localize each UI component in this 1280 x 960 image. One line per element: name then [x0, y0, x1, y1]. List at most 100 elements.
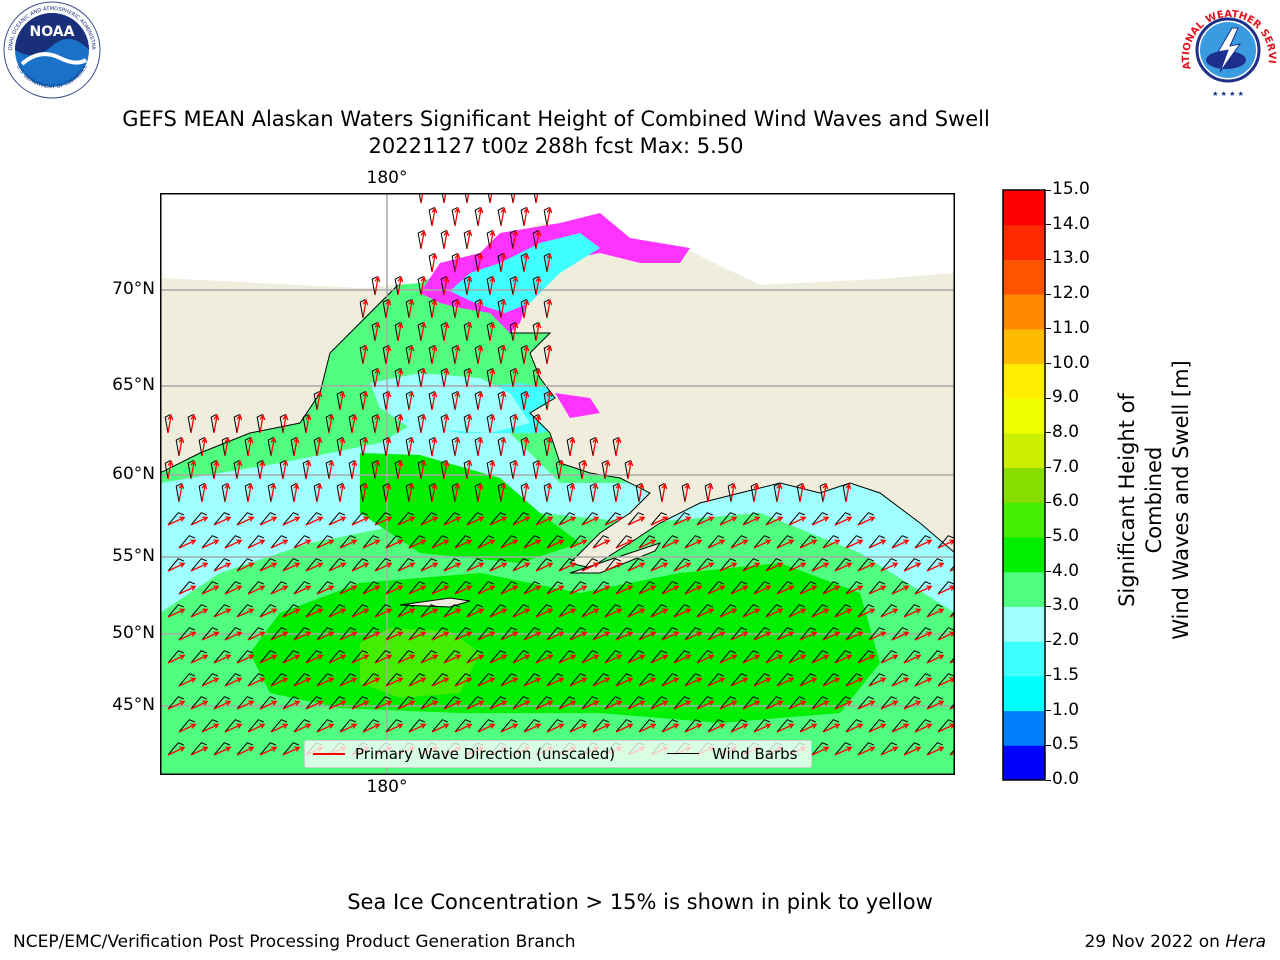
- wind-barb: [293, 719, 310, 733]
- wind-barb: [627, 558, 644, 572]
- wave-arrow: [535, 608, 554, 618]
- wave-arrow: [420, 516, 439, 526]
- wave-arrow: [328, 654, 347, 664]
- wind-barb: [796, 482, 803, 503]
- wind-barb: [339, 719, 356, 733]
- wind-barb: [512, 650, 529, 664]
- wave-arrow: [259, 562, 278, 572]
- wave-arrow: [811, 700, 830, 710]
- lat-label-50: 50°N: [112, 623, 155, 643]
- colorbar-segment: [1003, 675, 1045, 712]
- map-legend: Primary Wave Direction (unscaled) Wind B…: [304, 740, 812, 768]
- wave-arrow: [270, 585, 289, 595]
- wave-arrow: [477, 206, 484, 227]
- wave-arrow: [190, 413, 197, 434]
- wind-barb: [558, 604, 575, 618]
- wave-arrow: [523, 677, 542, 687]
- wave-arrow: [477, 723, 496, 733]
- wind-barb: [627, 650, 644, 664]
- wind-barb: [627, 696, 644, 710]
- wind-barb: [167, 650, 184, 664]
- wind-barb: [773, 482, 780, 503]
- wind-barb: [509, 459, 516, 480]
- wind-barb: [684, 627, 701, 641]
- wave-arrow: [719, 654, 738, 664]
- wind-barb: [290, 482, 297, 503]
- wave-arrow: [443, 367, 450, 388]
- wind-barb: [509, 413, 516, 434]
- wave-arrow: [397, 321, 404, 342]
- wind-barb: [742, 558, 759, 572]
- wave-arrow: [489, 516, 508, 526]
- wave-arrow: [420, 654, 439, 664]
- wave-arrow: [673, 700, 692, 710]
- wave-arrow: [477, 390, 484, 411]
- wind-barb: [247, 627, 264, 641]
- wave-arrow: [293, 677, 312, 687]
- wind-barb: [673, 558, 690, 572]
- wind-barb: [914, 627, 931, 641]
- wave-arrow: [742, 516, 761, 526]
- wave-arrow: [627, 608, 646, 618]
- wind-barb: [420, 604, 437, 618]
- wind-barb: [903, 604, 920, 618]
- colorbar-segment: [1003, 190, 1045, 226]
- wave-arrow: [523, 436, 530, 457]
- wind-barb: [569, 627, 586, 641]
- wave-arrow: [167, 608, 186, 618]
- wind-barb: [371, 275, 378, 296]
- wave-arrow: [500, 390, 507, 411]
- wind-barb: [857, 512, 874, 526]
- wave-arrow: [799, 631, 818, 641]
- wind-barb: [270, 581, 287, 595]
- wind-barb: [244, 436, 251, 457]
- wind-barb: [371, 321, 378, 342]
- wind-barb: [313, 390, 320, 411]
- wind-barb: [454, 627, 471, 641]
- wave-arrow: [500, 723, 519, 733]
- colorbar-tick-mark: [1046, 328, 1051, 330]
- wave-arrow: [719, 516, 738, 526]
- wave-arrow: [857, 700, 876, 710]
- colorbar-segment: [1003, 571, 1045, 607]
- wave-arrow: [857, 516, 876, 526]
- wave-arrow: [523, 539, 542, 549]
- wave-arrow: [903, 746, 922, 756]
- wave-arrow: [408, 390, 415, 411]
- map-title: GEFS MEAN Alaskan Waters Significant Hei…: [122, 107, 990, 131]
- wave-arrow: [592, 539, 611, 549]
- wave-arrow: [454, 482, 461, 503]
- wind-barb: [523, 673, 540, 687]
- wind-barb: [604, 650, 621, 664]
- wind-barb: [592, 581, 609, 595]
- wind-barb: [776, 719, 793, 733]
- wind-barb: [213, 696, 230, 710]
- wave-arrow: [443, 321, 450, 342]
- wave-arrow: [512, 275, 519, 296]
- wave-arrow: [374, 516, 393, 526]
- wave-arrow: [742, 608, 761, 618]
- wave-arrow: [880, 746, 899, 756]
- wind-barb: [190, 742, 207, 756]
- wave-arrow: [845, 585, 864, 595]
- wave-arrow: [236, 608, 255, 618]
- wave-arrow: [397, 516, 416, 526]
- wave-arrow: [328, 608, 347, 618]
- colorbar-tick-label: 9.0: [1052, 387, 1080, 408]
- colorbar-tick-label: 6.0: [1052, 491, 1080, 512]
- wind-barb: [788, 650, 805, 664]
- wave-arrow: [305, 562, 324, 572]
- colorbar-tick-mark: [1046, 467, 1051, 469]
- wind-barb: [431, 719, 448, 733]
- wind-barb: [543, 390, 550, 411]
- noaa-logo-text: NOAA: [30, 24, 75, 40]
- wave-arrow: [707, 585, 726, 595]
- wind-barb: [650, 604, 667, 618]
- wave-arrow: [581, 608, 600, 618]
- date-text: 29 Nov 2022 on: [1084, 932, 1226, 952]
- wind-barb: [650, 650, 667, 664]
- wind-barb: [164, 413, 171, 434]
- wave-arrow: [328, 700, 347, 710]
- wave-arrow: [788, 608, 807, 618]
- wind-barb: [385, 673, 402, 687]
